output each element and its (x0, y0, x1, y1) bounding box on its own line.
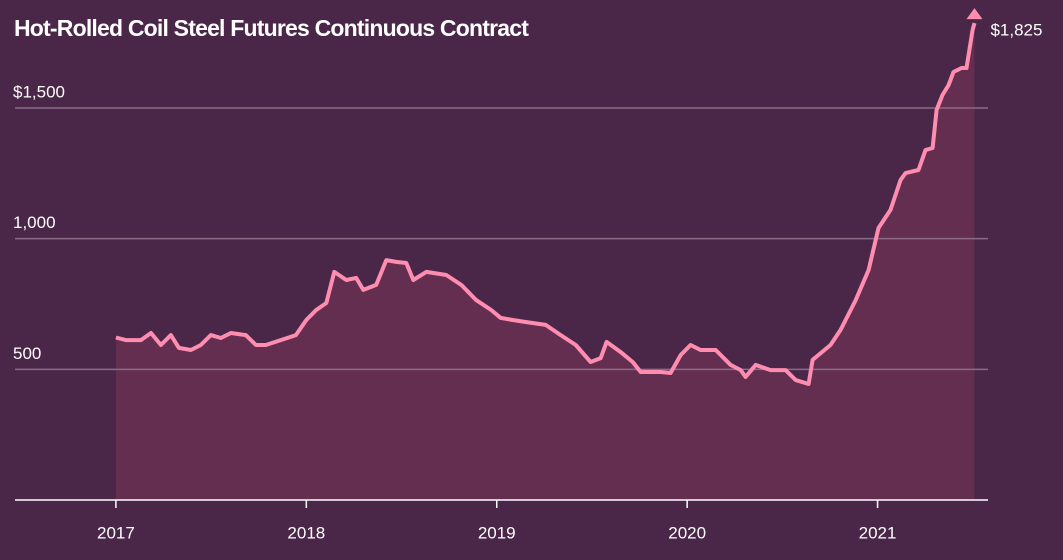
x-tick-label: 2018 (287, 523, 325, 542)
x-tick-label: 2021 (859, 523, 897, 542)
end-annotation: $1,825 (990, 21, 1042, 40)
y-tick-label: $1,500 (13, 83, 65, 102)
line (115, 22, 977, 386)
arrow-head (966, 8, 983, 20)
area (115, 23, 975, 500)
y-tick-label: 500 (13, 344, 41, 363)
x-tick-label: 2017 (97, 523, 135, 542)
x-tick-label: 2019 (478, 523, 516, 542)
y-tick-label: 1,000 (13, 213, 56, 232)
x-tick-label: 2020 (668, 523, 706, 542)
chart-title: Hot-Rolled Coil Steel Futures Continuous… (14, 15, 529, 41)
